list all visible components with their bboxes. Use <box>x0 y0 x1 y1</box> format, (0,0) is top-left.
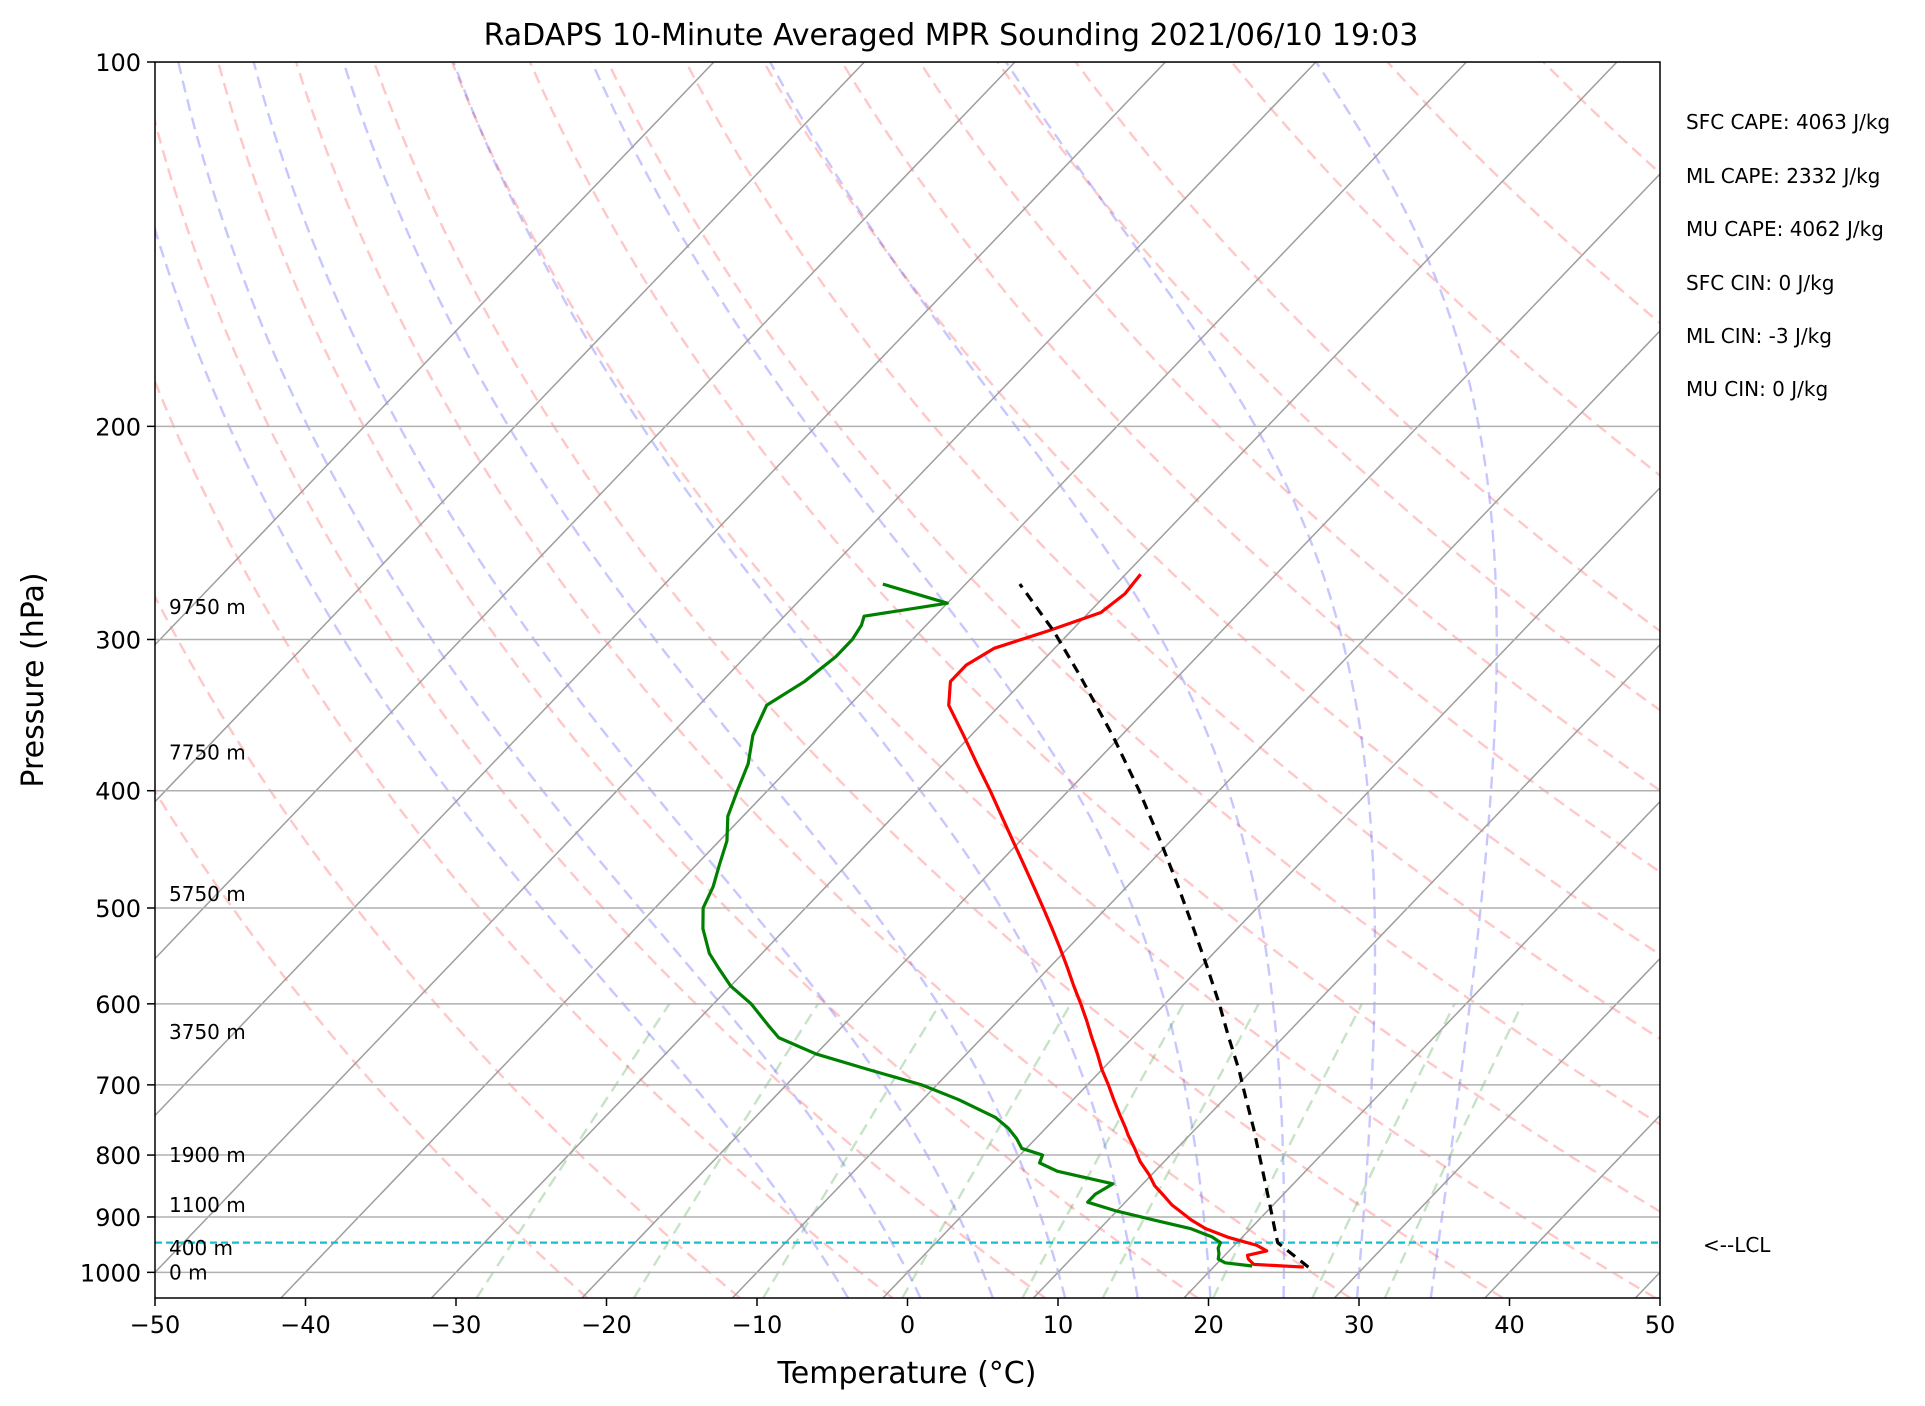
mixing-ratio-line <box>475 1003 671 1298</box>
dry-adiabat <box>684 62 1660 1041</box>
dry-adiabat <box>1074 62 1660 633</box>
series-layer <box>155 573 1660 1269</box>
mu-cape-text: MU CAPE: 4062 J/kg <box>1686 217 1884 241</box>
x-axis-label: Temperature (°C) <box>777 1356 1037 1391</box>
x-tick-label: 50 <box>1645 1311 1676 1339</box>
isotherm <box>1333 957 1660 1298</box>
dry-adiabat <box>155 378 894 1298</box>
dry-adiabat <box>216 62 1199 1298</box>
x-tick-label: −10 <box>732 1311 783 1339</box>
y-axis-label: Pressure (hPa) <box>16 572 51 787</box>
dry-adiabat <box>762 62 1660 957</box>
y-tick-label: 600 <box>95 991 141 1019</box>
mixing-ratio-line <box>1212 1003 1363 1298</box>
isotherm <box>280 62 1467 1298</box>
x-tick-label: 20 <box>1193 1311 1224 1339</box>
isotherm <box>430 62 1618 1298</box>
isotherm <box>1634 1271 1660 1298</box>
isotherm <box>882 486 1660 1298</box>
dry-adiabat <box>1230 62 1660 478</box>
mixing-ratio-line <box>1383 1003 1524 1298</box>
y-tick-label: 400 <box>95 778 141 806</box>
x-tick-label: −30 <box>431 1311 482 1339</box>
dry-adiabat <box>1699 62 1925 1298</box>
chart-title: RaDAPS 10-Minute Averaged MPR Sounding 2… <box>484 18 1419 53</box>
isotherm <box>155 62 865 803</box>
sfc-cin-text: SFC CIN: 0 J/kg <box>1686 271 1835 295</box>
x-tick-label: 0 <box>900 1311 915 1339</box>
x-tick-label: −20 <box>581 1311 632 1339</box>
x-tick-label: 30 <box>1344 1311 1375 1339</box>
height-label: 7750 m <box>169 741 246 765</box>
height-label: 9750 m <box>169 595 246 619</box>
plot-frame <box>154 61 1661 1299</box>
height-label: 3750 m <box>169 1020 246 1044</box>
y-tick-label: 100 <box>95 49 141 77</box>
lcl-label: <--LCL <box>1703 1233 1771 1257</box>
y-tick-label: 700 <box>95 1072 141 1100</box>
height-label: 0 m <box>169 1260 208 1284</box>
isotherm <box>581 172 1660 1298</box>
height-label: 400 m <box>169 1236 233 1260</box>
isotherm <box>1484 1114 1660 1298</box>
y-tick-label: 500 <box>95 895 141 923</box>
mixing-ratio-line <box>632 1003 820 1298</box>
isotherm <box>155 62 1166 1117</box>
dry-adiabat <box>294 62 1352 1298</box>
temperature-profile <box>947 573 1304 1269</box>
height-label: 1900 m <box>169 1143 246 1167</box>
moist-adiabat <box>177 62 922 1298</box>
dry-adiabat <box>372 62 1504 1298</box>
height-label: 1100 m <box>169 1193 246 1217</box>
y-tick-label: 800 <box>95 1142 141 1170</box>
moist-adiabat <box>1005 62 1377 1298</box>
dry-adiabat <box>1542 62 1660 175</box>
isotherm <box>155 62 1317 1274</box>
dry-adiabat <box>155 789 589 1298</box>
isotherm <box>155 62 1016 960</box>
mu-cin-text: MU CIN: 0 J/kg <box>1686 377 1829 401</box>
x-tick-label: 40 <box>1494 1311 1525 1339</box>
parcel-profile <box>1018 583 1310 1269</box>
moist-adiabat <box>342 62 1067 1298</box>
y-tick-label: 1000 <box>80 1259 141 1287</box>
dry-adiabat <box>528 62 1660 1213</box>
y-tick-label: 300 <box>95 626 141 654</box>
moist-adiabat <box>252 62 994 1298</box>
dewpoint-profile <box>701 582 1253 1268</box>
moist-adiabat <box>769 62 1286 1298</box>
axis-ticks: −50 −40 −30 −20 −10 0 10 20 30 40 50 100 200 300 400 50… <box>80 49 1675 1339</box>
ml-cape-text: ML CAPE: 2332 J/kg <box>1686 164 1881 188</box>
isotherm <box>1183 800 1660 1298</box>
moist-adiabat <box>452 62 1139 1298</box>
dry-adiabat <box>155 117 1046 1298</box>
mixing-ratio-line <box>1021 1003 1185 1298</box>
dry-adiabat <box>840 62 1660 874</box>
isotherm <box>731 329 1660 1298</box>
moist-adiabat <box>1315 62 1498 1298</box>
moist-adiabat <box>590 62 1212 1298</box>
moist-adiabat <box>155 225 850 1298</box>
sfc-cape-text: SFC CAPE: 4063 J/kg <box>1686 110 1891 134</box>
y-tick-label: 200 <box>95 413 141 441</box>
isotherm <box>1032 643 1660 1298</box>
dry-adiabat <box>1386 62 1660 325</box>
grid-layer <box>155 62 1925 1298</box>
x-tick-label: 10 <box>1043 1311 1074 1339</box>
x-tick-label: −40 <box>280 1311 331 1339</box>
mixing-ratio-line <box>762 1003 941 1298</box>
isotherm <box>155 62 715 646</box>
mixing-ratio-line <box>1101 1003 1260 1298</box>
y-tick-label: 900 <box>95 1204 141 1232</box>
ml-cin-text: ML CIN: -3 J/kg <box>1686 324 1832 348</box>
mixing-ratio-line <box>1311 1003 1456 1298</box>
x-tick-label: −50 <box>130 1311 181 1339</box>
mixing-ratio-line <box>901 1003 1072 1298</box>
height-label: 5750 m <box>169 882 246 906</box>
